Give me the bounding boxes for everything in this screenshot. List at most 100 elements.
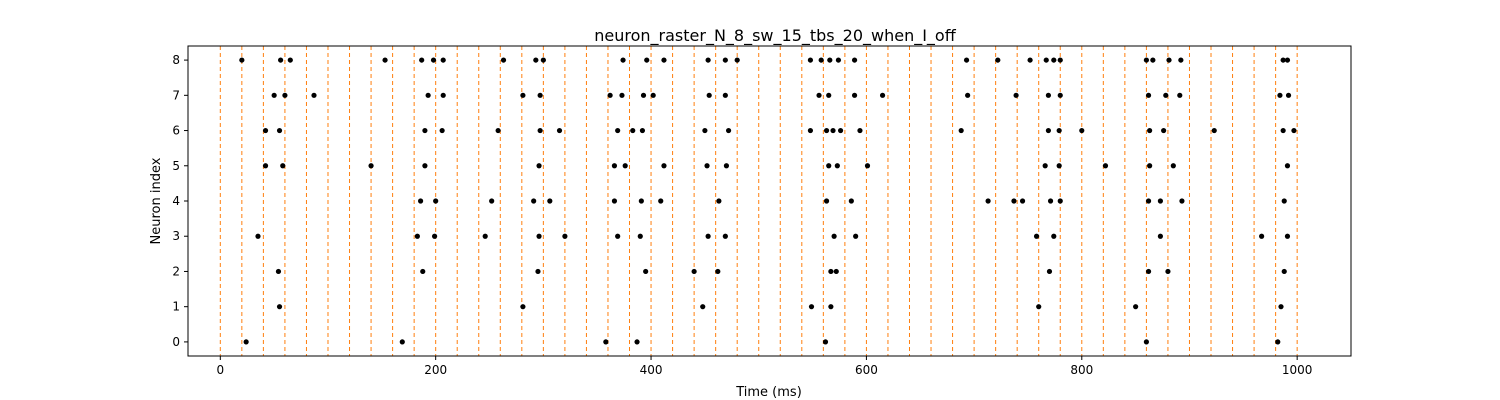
spike-point bbox=[536, 163, 542, 169]
spike-point bbox=[520, 304, 526, 310]
spike-point bbox=[1291, 127, 1297, 134]
spike-point bbox=[1056, 163, 1062, 169]
spike-point bbox=[1166, 57, 1172, 63]
spike-point bbox=[1047, 198, 1054, 204]
spike-point bbox=[833, 268, 839, 275]
spike-point bbox=[287, 57, 293, 63]
spike-point bbox=[830, 127, 836, 134]
spike-point bbox=[661, 163, 667, 169]
spike-point bbox=[1102, 163, 1109, 169]
spike-point bbox=[995, 57, 1001, 63]
spike-point bbox=[1161, 127, 1167, 134]
y-tick-label: 4 bbox=[172, 194, 180, 208]
spike-point bbox=[725, 127, 732, 134]
spike-point bbox=[985, 198, 991, 204]
spike-point bbox=[722, 57, 728, 63]
spike-point bbox=[722, 92, 728, 98]
spike-point bbox=[418, 198, 424, 204]
spike-point bbox=[958, 127, 964, 134]
spike-point bbox=[547, 198, 553, 204]
spike-point bbox=[1057, 198, 1063, 204]
spike-point bbox=[1284, 233, 1291, 239]
spike-point bbox=[271, 92, 277, 98]
spike-point bbox=[489, 198, 495, 204]
spike-point bbox=[399, 339, 405, 345]
spike-point bbox=[1133, 304, 1139, 310]
spike-point bbox=[537, 127, 543, 134]
spike-point bbox=[276, 304, 283, 310]
spike-point bbox=[848, 198, 854, 204]
spike-point bbox=[1157, 198, 1163, 204]
spike-point bbox=[622, 163, 628, 169]
spike-point bbox=[431, 233, 438, 239]
spike-point bbox=[1143, 339, 1149, 345]
spike-point bbox=[826, 92, 832, 98]
spike-point bbox=[831, 233, 837, 239]
spike-point bbox=[1211, 127, 1217, 134]
spike-point bbox=[278, 57, 284, 63]
spike-point bbox=[1179, 198, 1185, 204]
spike-point bbox=[837, 127, 844, 134]
spike-point bbox=[262, 163, 269, 169]
spike-point bbox=[826, 163, 832, 169]
spike-point bbox=[531, 198, 537, 204]
spike-point bbox=[1147, 127, 1153, 134]
y-tick-label: 0 bbox=[172, 335, 180, 349]
x-tick-label: 1000 bbox=[1282, 363, 1313, 377]
spike-point bbox=[823, 127, 830, 134]
spike-point bbox=[879, 92, 886, 98]
spike-point bbox=[619, 92, 625, 98]
time-bin-lines bbox=[219, 46, 1298, 356]
spike-point bbox=[440, 92, 446, 98]
spike-point bbox=[1045, 127, 1052, 134]
spike-point bbox=[851, 92, 858, 98]
spike-point bbox=[603, 339, 609, 345]
spike-point bbox=[827, 57, 833, 63]
spike-point bbox=[1147, 163, 1153, 169]
spike-point bbox=[704, 163, 710, 169]
y-tick-label: 7 bbox=[172, 88, 180, 102]
spike-point bbox=[382, 57, 388, 63]
spike-point bbox=[1011, 198, 1017, 204]
spike-point bbox=[1042, 163, 1048, 169]
spike-point bbox=[255, 233, 261, 239]
spike-point bbox=[640, 92, 647, 98]
spike-point bbox=[414, 233, 420, 239]
spike-point bbox=[835, 57, 842, 63]
spike-point bbox=[1051, 233, 1057, 239]
y-tick-label: 1 bbox=[172, 300, 180, 314]
spike-point bbox=[700, 304, 706, 310]
spike-point bbox=[536, 233, 542, 239]
spike-point bbox=[1170, 163, 1176, 169]
spike-point bbox=[807, 57, 814, 63]
spike-point bbox=[1046, 268, 1053, 275]
spike-point bbox=[643, 268, 649, 275]
spike-point bbox=[262, 127, 269, 134]
spike-point bbox=[537, 92, 543, 98]
spike-point bbox=[650, 92, 656, 98]
spike-point bbox=[439, 127, 445, 134]
spike-point bbox=[644, 57, 650, 63]
spike-point bbox=[1145, 92, 1152, 98]
spike-point bbox=[715, 268, 721, 275]
spike-point bbox=[691, 268, 697, 275]
spike-point bbox=[1280, 57, 1286, 63]
y-tick-label: 8 bbox=[172, 53, 180, 67]
spike-point bbox=[1027, 57, 1033, 63]
spike-point bbox=[723, 163, 730, 169]
spike-point bbox=[734, 57, 740, 63]
spike-point bbox=[822, 339, 829, 345]
spike-point bbox=[828, 268, 834, 275]
spike-point bbox=[368, 163, 374, 169]
spike-point bbox=[1043, 57, 1049, 63]
spike-point bbox=[1165, 268, 1171, 275]
x-axis-label: Time (ms) bbox=[735, 385, 802, 400]
spike-point bbox=[425, 92, 431, 98]
spike-point bbox=[722, 233, 728, 239]
spike-point bbox=[620, 57, 626, 63]
y-axis-ticks: 0 1 2 3 4 5 6 7 8 bbox=[172, 53, 188, 349]
spike-point bbox=[500, 57, 507, 63]
spike-point bbox=[658, 198, 664, 204]
spike-point bbox=[1057, 57, 1063, 63]
spike-point bbox=[716, 198, 722, 204]
